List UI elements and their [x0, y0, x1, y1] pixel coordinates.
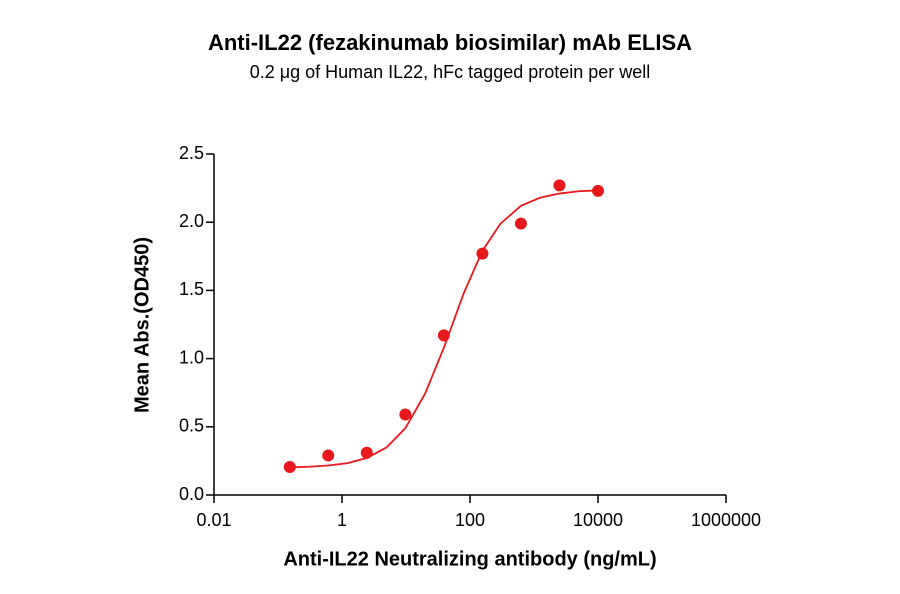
data-point: [399, 408, 412, 421]
data-point: [553, 179, 566, 192]
data-point: [322, 449, 335, 462]
x-tick-label: 100: [455, 510, 485, 530]
x-tick-label: 1000000: [691, 510, 761, 530]
x-tick-label: 0.01: [196, 510, 231, 530]
fit-curve: [289, 189, 599, 469]
y-tick-label: 1.0: [179, 347, 204, 367]
y-axis-label: Mean Abs.(OD450): [131, 237, 153, 413]
y-tick-label: 2.5: [179, 143, 204, 163]
chart-subtitle: 0.2 μg of Human IL22, hFc tagged protein…: [250, 62, 651, 82]
y-tick-label: 0.5: [179, 416, 204, 436]
data-point: [360, 446, 373, 459]
x-tick-label: 1: [337, 510, 347, 530]
x-tick-label: 10000: [573, 510, 623, 530]
x-axis-label: Anti-IL22 Neutralizing antibody (ng/mL): [283, 548, 656, 570]
y-tick-label: 0.0: [179, 484, 204, 504]
chart-title: Anti-IL22 (fezakinumab biosimilar) mAb E…: [208, 30, 692, 55]
data-point: [514, 217, 527, 230]
y-tick-label: 1.5: [179, 279, 204, 299]
y-tick-label: 2.0: [179, 211, 204, 231]
